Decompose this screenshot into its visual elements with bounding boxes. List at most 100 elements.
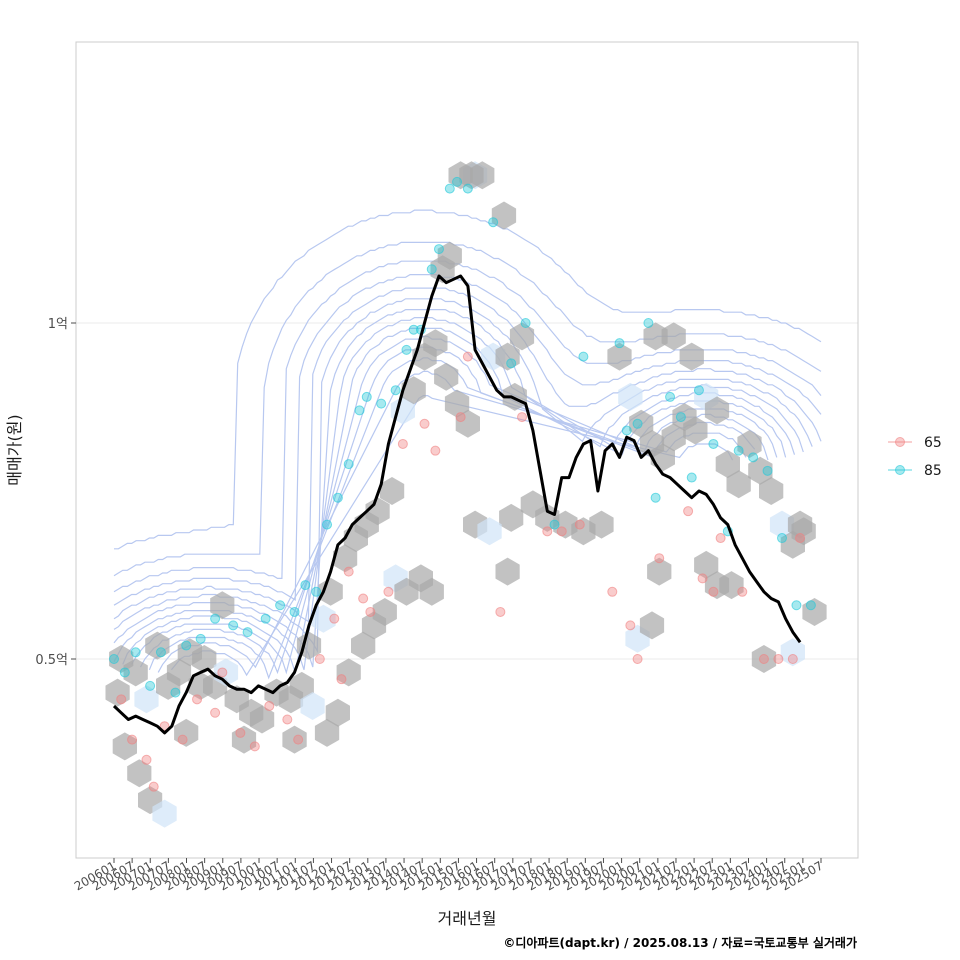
- point-65: [235, 727, 246, 738]
- point-85: [675, 412, 686, 423]
- point-85: [791, 600, 802, 611]
- hexbin-cell: [495, 557, 520, 586]
- point-85: [452, 176, 463, 187]
- point-65: [517, 412, 528, 423]
- point-65: [795, 533, 806, 544]
- point-85: [520, 318, 531, 328]
- point-65: [141, 754, 152, 765]
- point-65: [787, 654, 798, 664]
- hexbin-cell: [289, 671, 314, 700]
- point-65: [329, 613, 340, 624]
- point-85: [693, 385, 704, 396]
- hexbin-cell: [726, 470, 751, 499]
- point-85: [506, 358, 517, 369]
- point-65: [683, 506, 694, 517]
- legend-label: 65: [924, 435, 942, 451]
- point-85: [488, 217, 499, 228]
- point-85: [748, 452, 759, 463]
- hexbin-cell: [333, 544, 358, 573]
- hexbin-cell: [419, 577, 444, 606]
- point-85: [708, 438, 719, 449]
- point-65: [462, 351, 473, 362]
- hexbin-cell: [336, 658, 361, 687]
- point-65: [607, 586, 618, 597]
- point-85: [119, 667, 130, 678]
- point-85: [109, 654, 119, 664]
- hexbin-cell: [379, 477, 405, 505]
- hexbin-cell: [661, 322, 686, 351]
- hexbin-cell: [589, 510, 614, 539]
- point-65: [715, 533, 726, 544]
- scatter-points: [109, 176, 816, 792]
- point-85: [275, 600, 286, 611]
- hexbin-cell: [123, 658, 148, 687]
- hexbin-cell: [751, 645, 777, 673]
- point-85: [361, 391, 372, 402]
- hexbin-cell: [444, 389, 470, 418]
- hexbin-cell: [134, 685, 159, 714]
- point-65: [737, 586, 748, 597]
- point-85: [289, 606, 300, 617]
- point-65: [625, 620, 636, 631]
- hexbin-cell: [300, 692, 325, 720]
- hexbin-cell: [282, 725, 307, 754]
- x-axis-ticks: 2006012006072007012007072008012008072009…: [72, 858, 826, 894]
- hexbin-cell: [127, 759, 152, 788]
- point-85: [181, 640, 192, 651]
- point-65: [430, 445, 441, 456]
- point-65: [159, 721, 170, 732]
- point-85: [145, 680, 156, 691]
- hexbin-cell: [509, 322, 535, 351]
- point-85: [621, 425, 632, 436]
- hexbin-cell: [477, 517, 502, 546]
- point-85: [777, 533, 788, 544]
- point-65: [455, 412, 466, 423]
- point-65: [249, 741, 260, 752]
- hexbin-cell: [629, 409, 654, 438]
- caption: ©디아파트(dapt.kr) / 2025.08.13 / 자료=국토교통부 실…: [503, 935, 857, 950]
- hexbin-cell: [470, 161, 495, 190]
- legend-key-point: [895, 465, 905, 475]
- trend-line-layer: [112, 274, 802, 735]
- point-85: [195, 633, 206, 644]
- point-85: [733, 445, 744, 456]
- point-85: [332, 492, 343, 503]
- hexbin-cell: [661, 423, 686, 452]
- point-65: [314, 654, 325, 664]
- point-85: [444, 183, 455, 194]
- point-65: [542, 526, 553, 537]
- point-85: [433, 244, 444, 255]
- point-65: [343, 566, 354, 577]
- hexbin-cell: [647, 557, 672, 586]
- point-65: [192, 694, 203, 705]
- hexbin-cell: [499, 503, 524, 532]
- point-85: [260, 613, 271, 624]
- hexbin-cell: [455, 409, 480, 438]
- hexbin-cell: [704, 396, 730, 425]
- point-85: [408, 324, 419, 335]
- hexbin-cell: [401, 376, 426, 405]
- density-contour: [114, 209, 822, 550]
- hexbin-cell: [683, 416, 708, 445]
- hexbin-cell: [679, 342, 704, 371]
- plot-panel-border: [75, 41, 859, 859]
- hexbin-cell: [434, 362, 459, 391]
- point-65: [282, 714, 293, 725]
- point-85: [614, 338, 625, 349]
- hexbin-cell: [152, 799, 177, 828]
- trend-line: [112, 274, 802, 735]
- point-65: [217, 667, 228, 678]
- hexbin-cell: [351, 631, 376, 660]
- point-85: [228, 620, 239, 631]
- point-85: [170, 687, 181, 698]
- point-65: [116, 694, 127, 705]
- point-85: [343, 459, 354, 470]
- point-85: [665, 391, 676, 402]
- point-65: [358, 593, 369, 604]
- hexbin-cell: [502, 382, 527, 411]
- hexbin-cell: [105, 678, 130, 707]
- hexbin-cell: [325, 698, 350, 727]
- point-65: [210, 707, 221, 718]
